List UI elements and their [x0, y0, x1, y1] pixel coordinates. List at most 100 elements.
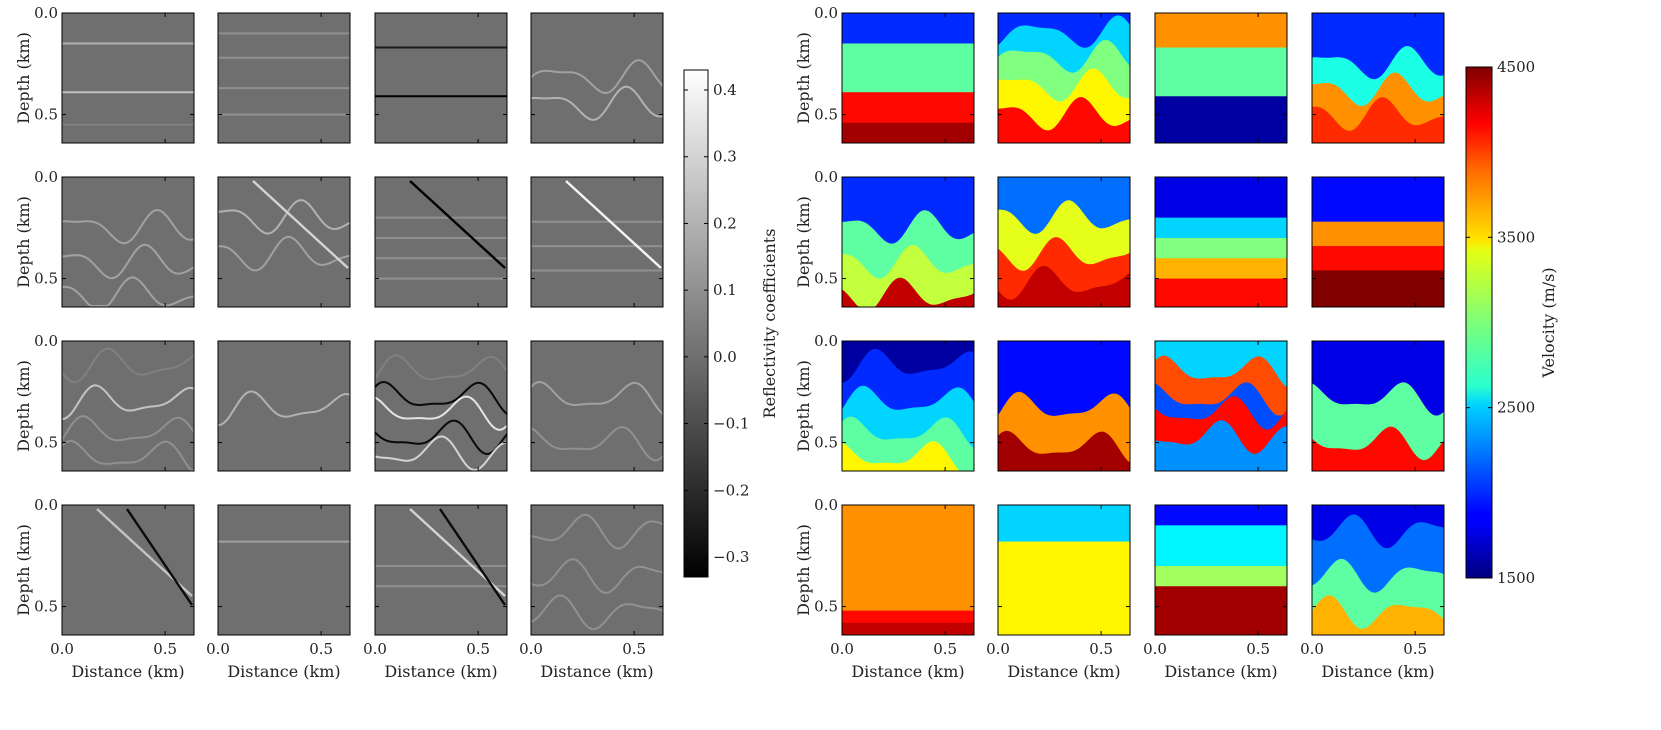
- reflector: [217, 390, 351, 427]
- panel-background: [62, 13, 194, 143]
- y-axis-label: Depth (km): [794, 196, 813, 288]
- velocity-layer: [842, 277, 974, 307]
- x-tick-label: 0.5: [1246, 640, 1270, 658]
- y-tick-label: 0.5: [814, 434, 838, 452]
- y-axis-label: Depth (km): [14, 524, 33, 616]
- x-axis-label: Distance (km): [540, 662, 653, 681]
- colorbar-tick-label: −0.3: [713, 548, 749, 566]
- reflectivity-panel-r0c3: [530, 12, 664, 144]
- panel-frame: [1311, 504, 1445, 636]
- velocity-layer: [842, 122, 974, 143]
- panel-frame: [374, 176, 508, 308]
- y-axis-label: Depth (km): [14, 360, 33, 452]
- velocity-layer: [842, 441, 974, 471]
- y-tick-label: 0.5: [34, 434, 58, 452]
- velocity-panel-r1c3: [1311, 176, 1445, 308]
- panel-frame: [530, 504, 664, 636]
- panel-frame: [997, 340, 1131, 472]
- x-axis-label: Distance (km): [71, 662, 184, 681]
- panel-background: [375, 505, 507, 635]
- reflectivity-panel-r3c0: 0.0 0.0 0.5 0.5 Distance (km) Depth (km): [14, 496, 195, 681]
- panel-frame: [1154, 12, 1288, 144]
- panel-frame: [61, 340, 195, 472]
- panel-background: [218, 341, 350, 471]
- reflector: [374, 395, 508, 431]
- reflector: [61, 415, 195, 442]
- colorbar-tick-label: −0.2: [713, 481, 749, 499]
- velocity-layer: [1155, 278, 1287, 307]
- velocity-panel-r0c2: [1154, 12, 1288, 144]
- panel-background: [62, 505, 194, 635]
- panel-frame: [841, 504, 975, 636]
- colorbar-tick-label: 4500: [1497, 58, 1535, 76]
- reflector: [530, 594, 664, 631]
- reflectivity-panel-r1c1: [217, 176, 351, 308]
- x-tick-label: 0.5: [622, 640, 646, 658]
- y-tick-label: 0.5: [814, 106, 838, 124]
- x-tick-label: 0.0: [830, 640, 854, 658]
- panel-frame: [530, 176, 664, 308]
- colorbar-tick-label: 0.0: [713, 348, 737, 366]
- colorbar-gradient: [683, 69, 709, 578]
- y-axis-label: Depth (km): [794, 32, 813, 124]
- velocity-panel-r3c2: 0.0 0.5 Distance (km): [1143, 504, 1288, 681]
- reflector: [374, 354, 508, 381]
- y-tick-label: 0.0: [814, 496, 838, 514]
- reflector: [61, 384, 195, 421]
- velocity-layer: [998, 97, 1130, 143]
- panel-frame: [841, 12, 975, 144]
- panel-background: [218, 505, 350, 635]
- velocity-layer: [1312, 97, 1444, 143]
- panel-background: [531, 13, 663, 143]
- panel-frame: [530, 340, 664, 472]
- reflectivity-panel-r1c3: [530, 176, 664, 308]
- reflector: [374, 419, 508, 456]
- x-tick-label: 0.0: [206, 640, 230, 658]
- velocity-layer: [998, 541, 1130, 635]
- velocity-panel-r2c1: [997, 340, 1131, 472]
- velocity-colorbar: 1500 2500 3500 4500 Velocity (m/s): [1465, 58, 1558, 587]
- reflector: [530, 85, 664, 121]
- y-tick-label: 0.0: [814, 332, 838, 350]
- y-tick-label: 0.5: [814, 270, 838, 288]
- y-tick-label: 0.0: [814, 4, 838, 22]
- velocity-panel-r0c3: [1311, 12, 1445, 144]
- panel-frame: [841, 176, 975, 308]
- reflector: [252, 180, 349, 269]
- reflectivity-panel-r2c3: [530, 340, 664, 472]
- reflector: [530, 426, 664, 462]
- reflectivity-panel-r0c1: [217, 12, 351, 144]
- reflector: [530, 558, 664, 595]
- velocity-layer: [842, 245, 974, 307]
- colorbar-label: Reflectivity coefficients: [760, 229, 779, 419]
- panel-frame: [217, 176, 351, 308]
- panel-frame: [997, 176, 1131, 308]
- y-axis-label: Depth (km): [794, 360, 813, 452]
- x-tick-label: 0.0: [1143, 640, 1167, 658]
- panel-frame: [374, 12, 508, 144]
- reflector: [61, 208, 195, 245]
- panel-frame: [997, 12, 1131, 144]
- reflector: [374, 380, 508, 415]
- reflectivity-colorbar: −0.3 −0.2 −0.1 0.0 0.1 0.2 0.3 0.4 Reflectivity …: [683, 69, 779, 578]
- panel-background: [375, 13, 507, 143]
- reflectivity-panel-r3c2: 0.0 0.5 Distance (km): [363, 504, 508, 681]
- panel-frame: [217, 12, 351, 144]
- reflectivity-panel-r2c1: [217, 340, 351, 472]
- reflectivity-panel-r3c3: 0.0 0.5 Distance (km): [519, 504, 664, 681]
- reflector: [565, 180, 662, 269]
- velocity-layer: [842, 622, 974, 635]
- x-axis-label: Distance (km): [1164, 662, 1277, 681]
- reflector: [374, 435, 508, 472]
- panel-background: [375, 177, 507, 307]
- panel-frame: [217, 504, 351, 636]
- panel-background: [531, 177, 663, 307]
- x-axis-label: Distance (km): [384, 662, 497, 681]
- x-tick-label: 0.0: [363, 640, 387, 658]
- y-axis-label: Depth (km): [14, 196, 33, 288]
